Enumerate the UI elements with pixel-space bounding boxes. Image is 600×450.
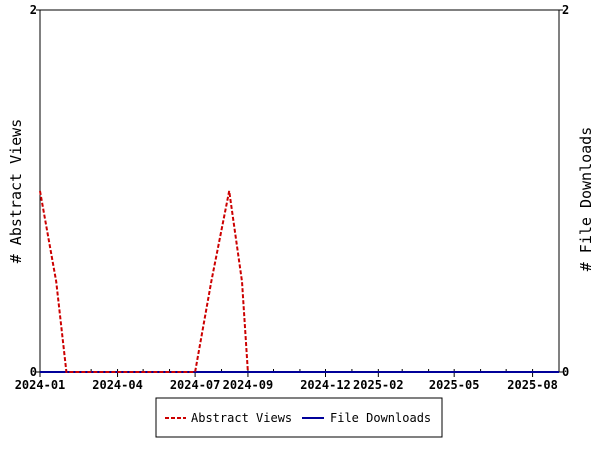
y-axis-ticks: 02 — [30, 3, 40, 379]
y2-axis-ticks: 02 — [559, 3, 569, 379]
y-tick-label: 2 — [30, 3, 37, 17]
x-tick-label: 2025-08 — [507, 378, 558, 392]
series-layer — [39, 190, 559, 373]
y2-tick-label: 2 — [562, 3, 569, 17]
y2-axis-label: # File Downloads — [577, 127, 595, 272]
y-axis-label: # Abstract Views — [7, 119, 25, 264]
x-tick-label: 2025-02 — [353, 378, 404, 392]
y-tick-label: 0 — [30, 365, 37, 379]
x-tick-label: 2024-07 — [170, 378, 221, 392]
legend: Abstract Views File Downloads — [155, 397, 443, 438]
series-line-abstract-views — [39, 190, 249, 373]
y2-tick-label: 0 — [562, 365, 569, 379]
x-tick-label: 2024-04 — [92, 378, 143, 392]
legend-box — [155, 397, 443, 438]
legend-label-file-downloads: File Downloads — [330, 411, 431, 425]
x-tick-label: 2024-12 — [300, 378, 351, 392]
legend-label-abstract-views: Abstract Views — [191, 411, 292, 425]
x-tick-label: 2024-09 — [223, 378, 274, 392]
x-tick-label: 2024-01 — [15, 378, 66, 392]
plot-frame — [39, 9, 560, 373]
x-tick-label: 2025-05 — [429, 378, 480, 392]
x-axis-tick-labels: 2024-01 2024-04 2024-07 2024-09 2024-12 2025-… — [15, 378, 558, 392]
